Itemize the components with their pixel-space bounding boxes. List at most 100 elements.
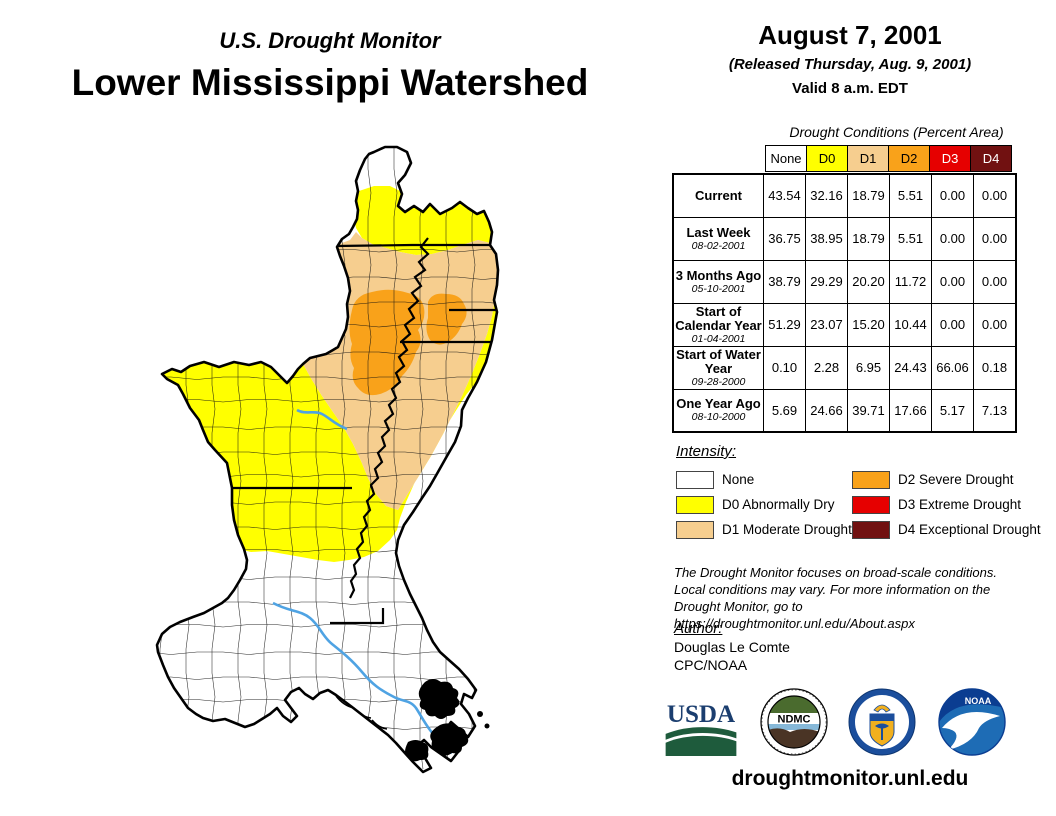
column-header-none: None xyxy=(765,145,807,172)
table-cell: 2.28 xyxy=(805,345,848,390)
author-heading: Author: xyxy=(674,620,723,637)
table-cell: 18.79 xyxy=(847,216,890,261)
table-cell: 0.00 xyxy=(931,259,974,304)
table-cell: 0.00 xyxy=(973,216,1017,261)
table-cell: 10.44 xyxy=(889,302,932,347)
table-cell: 18.79 xyxy=(847,173,890,218)
intensity-legend: None D0 Abnormally Dry D1 Moderate Drought… xyxy=(676,467,1041,542)
table-row: One Year Ago 08-10-2000 5.69 24.66 39.71 17.6… xyxy=(672,388,1017,433)
legend-label: D2 Severe Drought xyxy=(898,472,1014,487)
table-cell: 23.07 xyxy=(805,302,848,347)
noaa-logo-text: NOAA xyxy=(965,696,992,706)
valid-time: Valid 8 a.m. EDT xyxy=(792,80,908,97)
legend-label: None xyxy=(722,472,755,487)
intensity-heading: Intensity: xyxy=(676,443,737,460)
usda-logo: USDA xyxy=(664,700,738,761)
table-cell: 0.00 xyxy=(931,302,974,347)
released-date: (Released Thursday, Aug. 9, 2001) xyxy=(728,56,972,73)
d0-region-main xyxy=(162,304,497,562)
table-cell: 5.51 xyxy=(889,216,932,261)
legend-item: D0 Abnormally Dry xyxy=(676,492,852,517)
table-cell: 5.69 xyxy=(763,388,806,433)
ndmc-logo-text: NDMC xyxy=(778,714,811,726)
table-cell: 43.54 xyxy=(763,173,806,218)
d0-region-north xyxy=(353,186,492,255)
arkansas-river xyxy=(296,408,348,431)
table-caption: Drought Conditions (Percent Area) xyxy=(789,124,1004,140)
row-label: 3 Months Ago 05-10-2001 xyxy=(672,259,764,304)
legend-item: D2 Severe Drought xyxy=(852,467,1041,492)
table-row: Start of Calendar Year 01-04-2001 51.29 23.… xyxy=(672,302,1017,347)
drought-conditions-table: Current 43.54 32.16 18.79 5.51 0.00 0.00 Last W… xyxy=(672,173,1017,433)
row-label: Current xyxy=(672,173,764,218)
row-label: One Year Ago 08-10-2000 xyxy=(672,388,764,433)
legend-item: D3 Extreme Drought xyxy=(852,492,1041,517)
table-cell: 39.71 xyxy=(847,388,890,433)
column-header-d0: D0 xyxy=(806,145,848,172)
legend-label: D4 Exceptional Drought xyxy=(898,522,1041,537)
legend-swatch xyxy=(676,495,714,514)
table-cell: 7.13 xyxy=(973,388,1017,433)
legend-item: None xyxy=(676,467,852,492)
coastal-marsh-lines xyxy=(335,695,388,730)
state-boundaries xyxy=(232,243,498,625)
table-cell: 0.00 xyxy=(973,259,1017,304)
table-cell: 15.20 xyxy=(847,302,890,347)
lower-mississippi-watershed-map xyxy=(155,145,500,774)
d2-region-east xyxy=(426,293,467,345)
noaa-logo: NOAA xyxy=(938,688,1006,761)
table-cell: 5.17 xyxy=(931,388,974,433)
usda-logo-text: USDA xyxy=(667,701,735,728)
table-cell: 36.75 xyxy=(763,216,806,261)
mississippi-river xyxy=(349,237,430,599)
rivers-blue xyxy=(272,408,453,755)
table-cell: 29.29 xyxy=(805,259,848,304)
legend-swatch xyxy=(852,520,890,539)
legend-swatch xyxy=(852,495,890,514)
legend-label: D0 Abnormally Dry xyxy=(722,497,835,512)
row-label: Start of Water Year 09-28-2000 xyxy=(672,345,764,390)
legend-swatch xyxy=(676,520,714,539)
table-cell: 38.95 xyxy=(805,216,848,261)
page-title: Lower Mississippi Watershed xyxy=(71,62,589,103)
legend-label: D1 Moderate Drought xyxy=(722,522,852,537)
table-cell: 5.51 xyxy=(889,173,932,218)
table-cell: 0.00 xyxy=(973,302,1017,347)
author-name: Douglas Le Comte xyxy=(674,639,790,655)
row-label: Last Week 08-02-2001 xyxy=(672,216,764,261)
table-cell: 17.66 xyxy=(889,388,932,433)
table-cell: 6.95 xyxy=(847,345,890,390)
table-cell: 11.72 xyxy=(889,259,932,304)
doc-seal-logo xyxy=(848,688,916,761)
row-label: Start of Calendar Year 01-04-2001 xyxy=(672,302,764,347)
disclaimer-line-2: Local conditions may vary. For more info… xyxy=(674,582,991,597)
legend-item: D1 Moderate Drought xyxy=(676,517,852,542)
table-cell: 66.06 xyxy=(931,345,974,390)
table-cell: 0.10 xyxy=(763,345,806,390)
table-row: Last Week 08-02-2001 36.75 38.95 18.79 5.51 0.… xyxy=(672,216,1017,261)
drought-table-header: None D0 D1 D2 D3 D4 xyxy=(765,145,1012,172)
table-cell: 51.29 xyxy=(763,302,806,347)
legend-label: D3 Extreme Drought xyxy=(898,497,1022,512)
disclaimer-text: The Drought Monitor focuses on broad-sca… xyxy=(674,564,1044,632)
table-cell: 24.43 xyxy=(889,345,932,390)
red-river xyxy=(272,601,453,755)
ndmc-logo: NDMC xyxy=(760,688,828,761)
legend-item: D4 Exceptional Drought xyxy=(852,517,1041,542)
table-cell: 0.18 xyxy=(973,345,1017,390)
table-cell: 0.00 xyxy=(973,173,1017,218)
table-row: Current 43.54 32.16 18.79 5.51 0.00 0.00 xyxy=(672,173,1017,218)
mississippi-delta-marsh xyxy=(405,679,490,762)
column-header-d3: D3 xyxy=(929,145,971,172)
map-date: August 7, 2001 xyxy=(758,20,942,50)
legend-swatch xyxy=(852,470,890,489)
table-cell: 24.66 xyxy=(805,388,848,433)
table-cell: 0.00 xyxy=(931,173,974,218)
column-header-d4: D4 xyxy=(970,145,1012,172)
table-cell: 20.20 xyxy=(847,259,890,304)
table-row: 3 Months Ago 05-10-2001 38.79 29.29 20.20 11.… xyxy=(672,259,1017,304)
table-cell: 38.79 xyxy=(763,259,806,304)
legend-swatch xyxy=(676,470,714,489)
author-org: CPC/NOAA xyxy=(674,657,748,673)
disclaimer-line-3: Drought Monitor, go to https://droughtmo… xyxy=(674,599,915,631)
